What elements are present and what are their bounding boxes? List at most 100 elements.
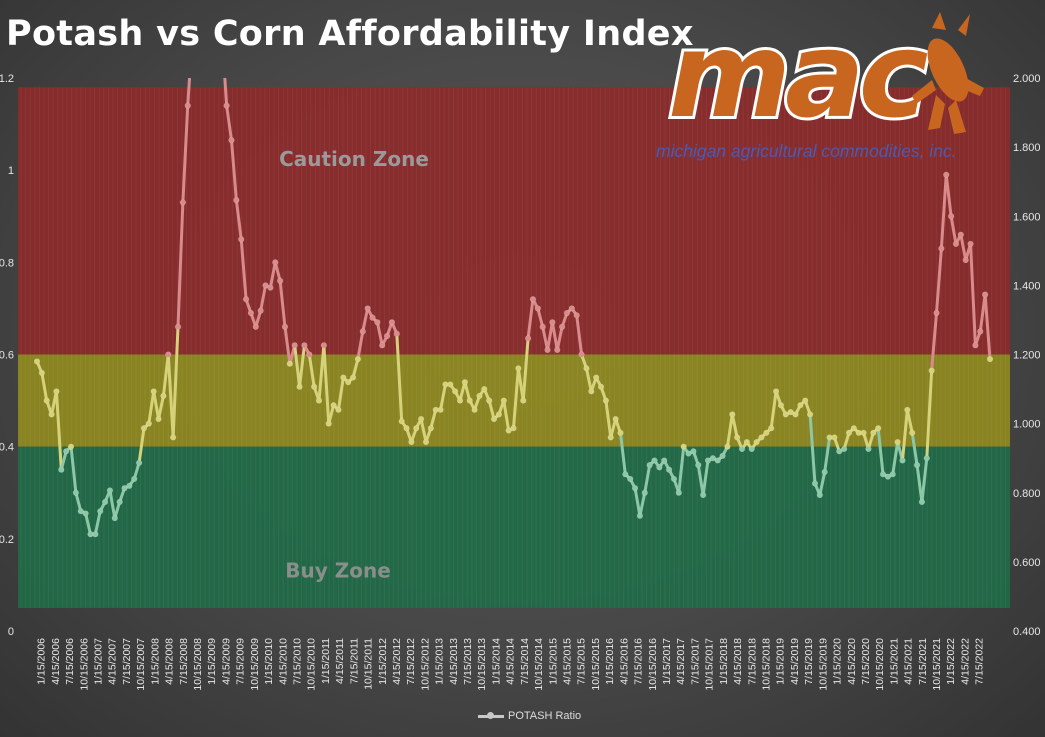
y2-tick-label: 0.600: [1013, 557, 1041, 569]
series-segment: [171, 325, 180, 439]
y2-tick-label: 1.800: [1013, 142, 1041, 154]
x-tick-label: 7/15/2008: [178, 638, 190, 685]
x-tick-label: 7/15/2016: [633, 638, 645, 685]
series-segment: [905, 408, 914, 435]
x-tick-label: 4/15/2020: [846, 638, 858, 685]
x-tick-label: 7/15/2021: [917, 638, 929, 685]
data-point: [631, 485, 639, 492]
data-point: [67, 443, 75, 450]
y-axis-right: 0.400 0.600 0.800 1.000 1.200 1.400 1.600 1.800…: [1013, 73, 1041, 638]
data-point: [617, 429, 624, 436]
x-tick-label: 4/15/2014: [505, 638, 517, 685]
series-segment: [322, 343, 331, 426]
series-segment: [429, 408, 438, 430]
x-tick-label: 7/15/2006: [64, 638, 76, 685]
data-point: [583, 365, 590, 372]
data-point: [160, 392, 167, 400]
data-point: [787, 409, 794, 416]
data-point: [680, 443, 687, 450]
series-segment: [395, 332, 404, 423]
data-point: [150, 388, 157, 395]
series-segment: [546, 320, 554, 352]
data-point: [325, 420, 332, 427]
series-segment: [69, 445, 78, 495]
data-point: [986, 356, 994, 363]
series-segment: [259, 283, 268, 313]
x-tick-label: 4/15/2019: [789, 638, 801, 685]
data-point: [184, 102, 191, 109]
data-point: [495, 411, 503, 418]
data-point: [607, 434, 614, 441]
series-segment: [618, 431, 627, 476]
data-point: [690, 448, 697, 455]
data-point: [860, 429, 867, 436]
series-segment: [823, 435, 832, 474]
data-point: [48, 411, 55, 418]
legend-line-icon: [478, 710, 504, 722]
y2-tick-label: 1.400: [1013, 280, 1041, 292]
data-point: [97, 508, 104, 515]
series-segment: [419, 417, 428, 444]
series-segment: [152, 389, 161, 421]
data-point: [330, 402, 337, 409]
series-segment: [176, 200, 185, 329]
x-tick-label: 10/15/2010: [306, 638, 318, 691]
series-segment: [550, 320, 559, 352]
data-point: [223, 102, 230, 109]
x-tick-label: 1/15/2007: [93, 638, 105, 685]
series-segment: [866, 431, 875, 451]
data-point: [296, 383, 303, 390]
data-point: [500, 397, 507, 404]
series-segment: [536, 306, 545, 329]
series-segment: [959, 233, 968, 262]
data-point: [53, 388, 60, 395]
data-point: [33, 358, 41, 365]
data-point: [544, 346, 551, 353]
series-segment: [351, 357, 360, 380]
x-tick-label: 10/15/2014: [533, 638, 545, 691]
y-tick-label: 1.2: [0, 73, 14, 85]
series-segment: [584, 366, 593, 393]
data-point: [928, 367, 935, 374]
data-point: [228, 137, 235, 144]
data-point: [262, 282, 269, 289]
svg-text:mac: mac: [668, 6, 928, 144]
data-point: [345, 379, 352, 386]
data-point: [879, 471, 887, 478]
data-point: [82, 510, 89, 517]
zone-hatch: [20, 87, 1006, 608]
data-point: [393, 330, 400, 337]
x-tick-label: 7/15/2012: [405, 638, 417, 685]
series-segment: [876, 426, 885, 476]
zone-bands: [18, 87, 1010, 608]
y-axis-left: 0 0.2 0.4 0.6 0.8 1 1.2: [0, 73, 14, 638]
x-tick-label: 7/15/2018: [746, 638, 758, 685]
series-segment: [949, 214, 958, 246]
x-tick-label: 7/15/2010: [291, 638, 303, 685]
data-point: [398, 418, 405, 425]
data-point: [704, 457, 712, 464]
data-point: [437, 406, 444, 413]
x-tick-label: 1/15/2021: [888, 638, 900, 685]
x-tick-label: 10/15/2019: [817, 638, 829, 691]
data-point: [909, 429, 916, 436]
data-point: [758, 434, 765, 441]
data-point: [597, 383, 605, 390]
data-point: [593, 374, 600, 381]
data-point: [821, 468, 828, 476]
series-segment: [842, 431, 851, 451]
x-tick-label: 4/15/2007: [107, 638, 119, 685]
x-tick-label: 7/15/2007: [121, 638, 133, 685]
data-point: [383, 332, 391, 340]
y-tick-label: 0.2: [0, 534, 14, 546]
data-point: [899, 457, 906, 464]
data-point: [904, 406, 911, 413]
series-segment: [234, 198, 243, 241]
data-point: [170, 434, 177, 441]
x-tick-label: 10/15/2015: [590, 638, 602, 691]
y2-tick-label: 1.000: [1013, 419, 1041, 431]
data-point: [461, 379, 468, 386]
x-tick-label: 4/15/2013: [448, 638, 460, 685]
series-potash-ratio: [33, 78, 994, 538]
